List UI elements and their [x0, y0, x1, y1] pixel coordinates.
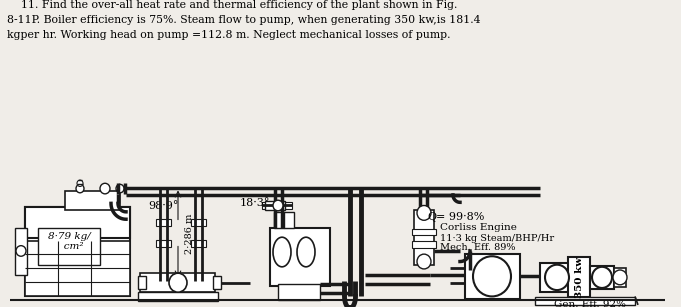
Bar — [156, 219, 171, 226]
Text: 8·79 kg/
   cm²: 8·79 kg/ cm² — [48, 232, 91, 251]
Bar — [412, 241, 436, 248]
Circle shape — [76, 184, 84, 193]
Circle shape — [473, 256, 511, 297]
Text: 98·9°: 98·9° — [148, 201, 178, 211]
Bar — [568, 257, 590, 297]
Text: 18·3°: 18·3° — [240, 198, 270, 208]
Text: 2·286 m: 2·286 m — [185, 214, 194, 254]
Circle shape — [16, 246, 26, 256]
Bar — [284, 212, 294, 228]
Circle shape — [545, 265, 569, 290]
Bar — [465, 254, 520, 298]
Bar — [270, 228, 330, 286]
Bar — [278, 284, 320, 300]
Text: Q: Q — [427, 212, 436, 222]
Circle shape — [169, 273, 187, 292]
Circle shape — [613, 270, 627, 285]
Bar — [138, 276, 146, 289]
Text: Corliss Engine: Corliss Engine — [440, 223, 517, 232]
Bar — [265, 201, 285, 210]
Bar — [590, 266, 614, 289]
Bar — [191, 240, 206, 247]
Bar — [535, 297, 635, 305]
Bar — [540, 262, 582, 292]
Bar — [274, 212, 284, 228]
Bar — [65, 191, 120, 210]
Circle shape — [592, 267, 612, 288]
Ellipse shape — [297, 237, 315, 267]
Text: Gen. Eff. 92%: Gen. Eff. 92% — [554, 300, 626, 307]
Bar — [38, 228, 100, 265]
Text: 11·3 kg Steam/BHP/Hr: 11·3 kg Steam/BHP/Hr — [440, 234, 554, 243]
Circle shape — [77, 180, 83, 186]
Circle shape — [417, 254, 431, 269]
Bar — [262, 202, 292, 209]
Text: Mech. Eff. 89%: Mech. Eff. 89% — [440, 243, 516, 252]
Bar — [614, 268, 626, 287]
Text: = 99·8%: = 99·8% — [436, 212, 484, 222]
Circle shape — [100, 183, 110, 194]
Bar — [412, 229, 436, 235]
Text: 11. Find the over-all heat rate and thermal efficiency of the plant shown in Fig: 11. Find the over-all heat rate and ther… — [7, 0, 480, 40]
Circle shape — [273, 200, 283, 211]
Bar — [414, 210, 434, 265]
Bar — [213, 276, 221, 289]
Circle shape — [116, 184, 124, 193]
Bar — [138, 292, 218, 301]
Bar — [140, 273, 215, 292]
Text: 350 kw: 350 kw — [575, 257, 584, 298]
Bar — [25, 241, 130, 297]
Bar — [25, 207, 130, 238]
Bar — [156, 240, 171, 247]
Bar — [191, 219, 206, 226]
Bar — [25, 207, 130, 297]
Bar — [15, 228, 27, 275]
Ellipse shape — [273, 237, 291, 267]
Circle shape — [417, 205, 431, 220]
